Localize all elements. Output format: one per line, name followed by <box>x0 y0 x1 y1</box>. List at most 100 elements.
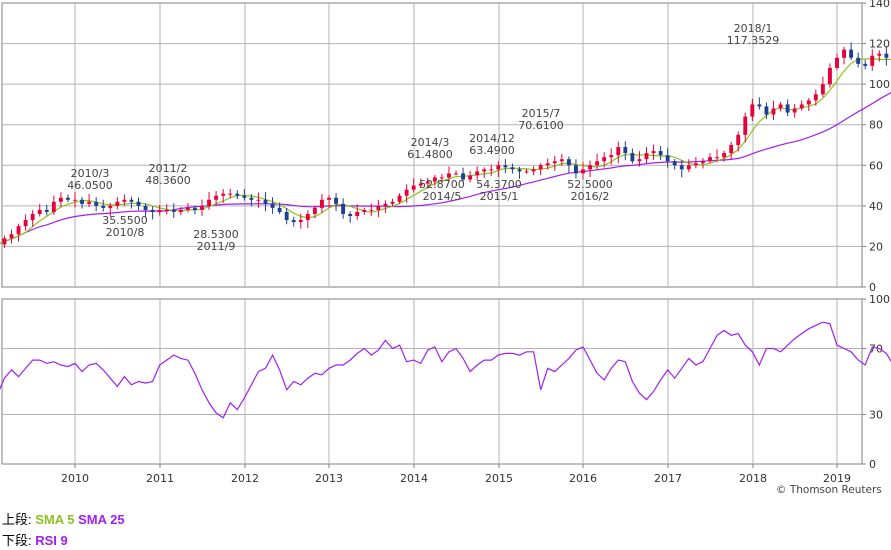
candlestick <box>764 102 769 120</box>
annotation-value: 52.5000 <box>567 178 613 191</box>
candle-body <box>764 106 769 115</box>
x-axis: 2010 2011 2012 2013 2014 2015 2016 2017 2018 2019 <box>61 464 851 485</box>
candle-body <box>574 165 578 174</box>
candlestick <box>623 141 628 161</box>
annotation-date: 2011/9 <box>197 240 236 253</box>
candle-body <box>341 203 346 214</box>
annotation-value: 48.3600 <box>145 174 191 187</box>
candle-body <box>750 104 755 117</box>
candle-body <box>16 226 21 235</box>
candlestick <box>44 204 49 216</box>
candlestick <box>835 53 839 71</box>
price-y-tick-label: 60 <box>869 159 883 172</box>
candle-body <box>73 199 77 201</box>
candlestick <box>447 166 451 181</box>
candle-body <box>164 209 169 211</box>
candlestick <box>828 63 832 88</box>
rsi-panel-frame <box>1 298 863 465</box>
candlestick <box>228 188 233 199</box>
candlestick <box>327 195 331 208</box>
candlestick <box>665 147 670 168</box>
candle-body <box>193 207 197 210</box>
candlestick <box>651 144 656 160</box>
candle-body <box>475 171 480 176</box>
candle-body <box>150 209 155 212</box>
annotation-value: 35.5500 <box>102 214 148 227</box>
candlestick <box>849 42 854 60</box>
candlestick <box>404 184 409 203</box>
candlestick <box>305 210 310 228</box>
annotation-date: 2010/3 <box>71 167 110 180</box>
candlestick <box>715 149 719 163</box>
candlestick <box>799 100 804 111</box>
candlestick <box>884 46 889 66</box>
sma5-line <box>0 57 891 244</box>
candle-body <box>425 181 430 184</box>
candle-body <box>468 175 473 180</box>
candlestick <box>397 193 402 204</box>
candle-body <box>9 234 14 239</box>
candle-body <box>552 161 557 164</box>
rsi-panel: 0 30 70 100 <box>0 293 891 471</box>
legend-sma5: SMA 5 <box>35 512 75 527</box>
candle-body <box>828 67 832 85</box>
candle-body <box>298 220 303 223</box>
candlestick <box>320 194 324 213</box>
x-tick-label: 2016 <box>569 472 597 485</box>
candle-body <box>178 209 183 212</box>
candlestick <box>778 101 783 112</box>
candlestick <box>411 178 416 193</box>
candlestick <box>164 204 169 215</box>
candlestick <box>468 170 473 183</box>
candle-body <box>722 153 727 158</box>
annotation-value: 61.4800 <box>407 148 453 161</box>
candle-body <box>108 205 113 208</box>
candle-body <box>23 220 28 227</box>
candlestick <box>143 203 148 218</box>
candlestick <box>701 157 705 169</box>
candlestick <box>376 199 381 218</box>
candle-body <box>66 197 70 200</box>
candlestick <box>813 89 818 106</box>
candlestick <box>503 158 508 174</box>
candle-body <box>757 104 762 107</box>
candle-body <box>672 161 677 166</box>
candlestick <box>2 235 7 248</box>
candlestick <box>263 192 268 212</box>
candlestick <box>588 160 592 178</box>
candle-body <box>277 207 282 212</box>
candle-body <box>327 197 331 200</box>
candle-body <box>524 171 529 173</box>
candlestick <box>171 203 176 218</box>
candlestick <box>185 203 190 213</box>
annotation-value: 117.3529 <box>727 34 780 47</box>
annotation-date: 2016/2 <box>571 190 610 203</box>
candlestick <box>729 141 734 160</box>
x-tick-label: 2013 <box>315 472 343 485</box>
candlestick <box>806 97 811 111</box>
candlestick <box>524 168 529 174</box>
candle-body <box>736 134 741 145</box>
candlestick <box>207 191 211 210</box>
candlestick <box>16 223 21 242</box>
candlestick <box>312 205 317 219</box>
candlestick <box>743 112 748 143</box>
candle-body <box>693 163 698 166</box>
candle-body <box>771 108 776 115</box>
candle-body <box>531 169 536 172</box>
candlestick <box>129 196 134 209</box>
candle-body <box>44 209 49 212</box>
candle-body <box>679 165 684 170</box>
candle-body <box>665 155 670 162</box>
candle-body <box>115 201 120 206</box>
price-panel: 0204060801001201402010/346.050035.550020… <box>0 0 891 294</box>
candle-body <box>538 165 543 170</box>
annotation-value: 28.5300 <box>193 228 239 241</box>
candle-body <box>792 108 797 113</box>
candlestick <box>531 166 536 176</box>
candle-body <box>708 157 712 162</box>
rsi-y-tick-label: 30 <box>869 409 883 422</box>
candlestick <box>270 197 275 214</box>
price-y-tick-label: 120 <box>869 38 890 51</box>
